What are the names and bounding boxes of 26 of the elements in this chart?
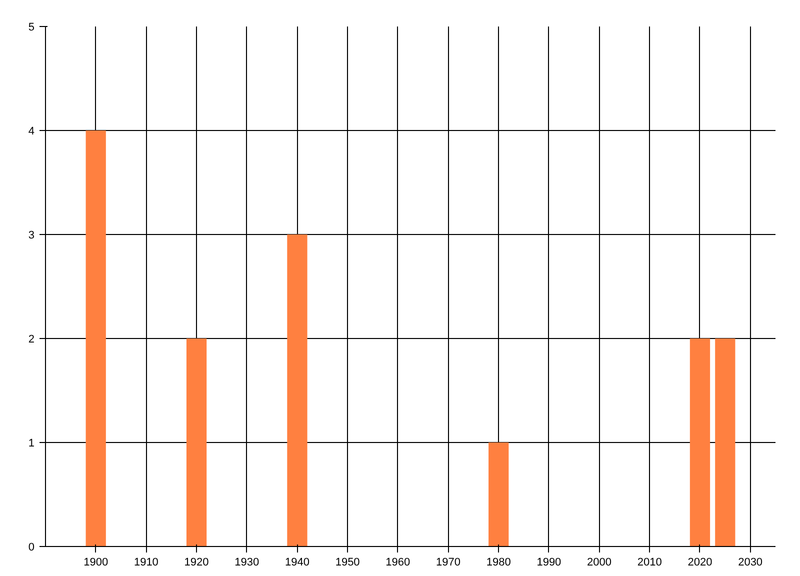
bar (287, 234, 308, 546)
y-tick-label: 4 (28, 126, 35, 138)
x-tick-label: 1930 (234, 556, 260, 568)
bar (715, 338, 736, 546)
x-tick-label: 1900 (84, 556, 108, 568)
x-tick-label: 2010 (637, 556, 662, 568)
x-tick-label: 1980 (486, 556, 511, 568)
x-tick-label: 1920 (184, 556, 209, 568)
y-tick-label: 5 (28, 22, 35, 34)
x-tick-label: 1910 (134, 556, 158, 568)
y-tick-label: 1 (28, 438, 35, 450)
x-tick-label: 1960 (386, 556, 410, 568)
y-tick-label: 0 (28, 542, 35, 554)
x-tick-label: 1990 (536, 556, 562, 568)
bar (488, 442, 509, 546)
x-tick-label: 1970 (436, 556, 461, 568)
bar (690, 338, 710, 546)
y-tick-label: 3 (28, 230, 35, 242)
y-tick-label: 2 (28, 334, 35, 346)
x-tick-label: 2020 (688, 556, 712, 568)
x-tick-label: 2030 (738, 556, 763, 568)
x-tick-label: 2000 (587, 556, 612, 568)
bar (186, 338, 207, 546)
bar (86, 130, 106, 546)
x-tick-label: 1950 (335, 556, 360, 568)
x-tick-label: 1940 (284, 556, 310, 568)
